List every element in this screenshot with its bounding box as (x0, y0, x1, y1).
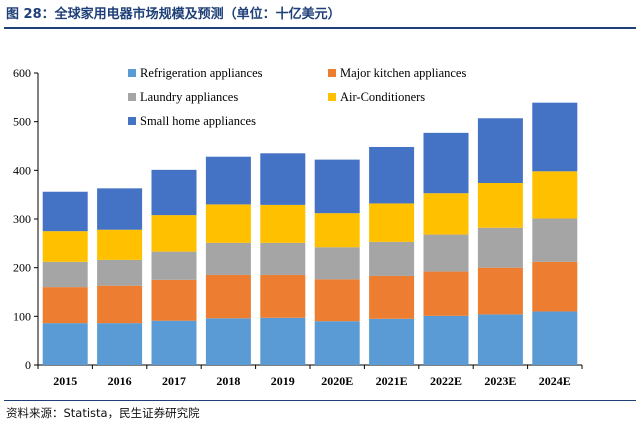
bar-segment (369, 146, 415, 204)
bar-segment (423, 315, 469, 365)
bar-segment (532, 218, 578, 262)
bar-segment (97, 259, 143, 286)
bar-segment (477, 314, 523, 365)
legend-label: Laundry appliances (140, 90, 238, 104)
chart-legend: Refrigeration appliances Major kitchen ap… (128, 66, 466, 128)
x-tick-label: 2021E (376, 374, 408, 388)
y-tick-label: 600 (13, 66, 31, 80)
bar-segment (42, 191, 88, 232)
bar-segment (97, 323, 143, 365)
x-tick-label: 2015 (53, 374, 77, 388)
x-tick-label: 2023E (484, 374, 516, 388)
stacked-bar-chart: 0 100 200 300 400 500 600 2015 2016 2017 2018 2019 2… (13, 66, 583, 388)
legend-label: Refrigeration appliances (140, 66, 263, 80)
y-tick-label: 500 (13, 115, 31, 129)
bar-segment (369, 203, 415, 242)
bar-segment (369, 318, 415, 365)
chart-bars (42, 102, 578, 365)
bar-segment (97, 229, 143, 260)
bar-segment (205, 204, 251, 243)
bar-segment (260, 242, 306, 275)
legend-swatch (328, 69, 336, 77)
y-tick-label: 300 (13, 212, 31, 226)
bar-segment (42, 231, 88, 262)
bar-segment (532, 102, 578, 172)
legend-swatch (128, 93, 136, 101)
bar-segment (314, 321, 360, 365)
bar-segment (260, 274, 306, 318)
bar-segment (151, 215, 197, 252)
bar-segment (314, 159, 360, 214)
bar-segment (97, 285, 143, 324)
bar-segment (205, 156, 251, 205)
legend-swatch (128, 69, 136, 77)
bar-segment (423, 271, 469, 316)
bar-segment (477, 267, 523, 315)
bar-segment (260, 317, 306, 365)
x-tick-label: 2017 (162, 374, 186, 388)
x-tick-label: 2019 (271, 374, 295, 388)
bar-segment (151, 320, 197, 365)
bar-segment (97, 188, 143, 230)
y-tick-label: 0 (25, 358, 31, 372)
bar-segment (205, 274, 251, 319)
bar-segment (42, 323, 88, 365)
bar-segment (42, 287, 88, 324)
bar-segment (423, 234, 469, 272)
bar-segment (151, 251, 197, 280)
figure-title: 图 28：全球家用电器市场规模及预测（单位：十亿美元） (6, 7, 341, 22)
chart-axes: 0 100 200 300 400 500 600 2015 2016 2017 2018 2019 2… (13, 66, 583, 388)
bar-segment (532, 311, 578, 365)
x-tick-label: 2022E (430, 374, 462, 388)
y-tick-label: 400 (13, 163, 31, 177)
bar-segment (151, 279, 197, 321)
x-tick-label: 2016 (108, 374, 132, 388)
source-note: 资料来源：Statista，民生证券研究院 (6, 406, 200, 420)
x-tick-label: 2018 (216, 374, 240, 388)
bar-segment (477, 118, 523, 183)
legend-swatch (328, 93, 336, 101)
legend-label: Small home appliances (140, 114, 256, 128)
source-divider (4, 400, 636, 401)
legend-swatch (128, 117, 136, 125)
bar-segment (477, 227, 523, 268)
bar-segment (314, 213, 360, 248)
x-tick-label: 2024E (539, 374, 571, 388)
y-tick-label: 200 (13, 261, 31, 275)
bar-segment (369, 241, 415, 276)
bar-segment (151, 169, 197, 216)
bar-segment (260, 204, 306, 243)
bar-segment (532, 171, 578, 219)
bar-segment (314, 279, 360, 322)
legend-label: Air-Conditioners (340, 90, 425, 104)
bar-segment (532, 261, 578, 312)
bar-segment (423, 132, 469, 194)
title-divider (4, 27, 636, 29)
x-tick-label: 2020E (321, 374, 353, 388)
bar-segment (314, 247, 360, 280)
bar-segment (369, 275, 415, 319)
y-tick-label: 100 (13, 309, 31, 323)
bar-segment (477, 182, 523, 228)
bar-segment (205, 242, 251, 275)
bar-segment (260, 153, 306, 205)
bar-segment (42, 261, 88, 288)
legend-label: Major kitchen appliances (340, 66, 466, 80)
bar-segment (423, 193, 469, 235)
bar-segment (205, 318, 251, 365)
